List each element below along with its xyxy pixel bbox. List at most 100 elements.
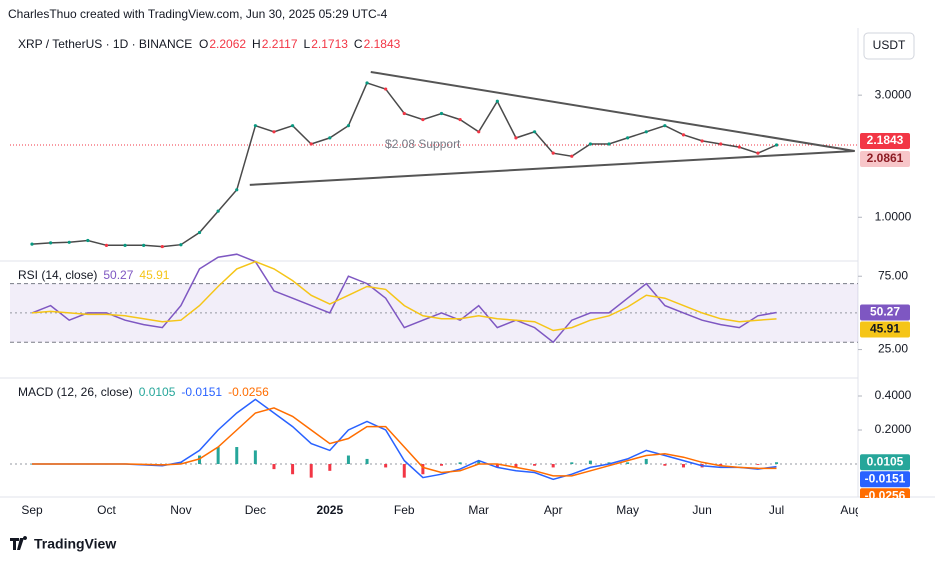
x-tick-label: May: [616, 503, 639, 517]
price-point: [309, 142, 313, 146]
price-point: [272, 130, 276, 134]
histogram-bar: [272, 464, 276, 470]
attribution: CharlesThuo created with TradingView.com…: [8, 7, 388, 21]
histogram-bar: [663, 464, 667, 466]
last-price-label-bg: [860, 132, 910, 149]
price-point: [235, 188, 239, 192]
price-point: [663, 124, 667, 128]
price-point: [49, 241, 53, 245]
price-point: [402, 111, 406, 116]
x-tick-label: Sep: [21, 503, 43, 517]
price-point: [160, 244, 164, 249]
indicator-title: RSI (14, close): [18, 268, 97, 282]
trendline: [249, 149, 855, 186]
histogram-bar: [533, 464, 537, 466]
price-point: [142, 243, 146, 247]
price-point: [700, 139, 704, 143]
y-tick-label: 3.0000: [875, 87, 912, 101]
price-point: [179, 243, 183, 247]
price-point: [681, 133, 686, 137]
ohlc-value: 2.2062: [209, 37, 246, 51]
histogram-bar: [458, 462, 462, 465]
ohlc-key: O: [199, 37, 208, 51]
x-tick-label: Aug: [840, 503, 861, 517]
histogram-bar: [235, 447, 239, 465]
histogram-bar: [551, 464, 555, 468]
price-point: [719, 142, 723, 146]
price-point: [253, 124, 257, 128]
histogram-bar: [477, 460, 481, 465]
last-value-label-bg: [860, 471, 910, 488]
price-point: [570, 154, 574, 158]
histogram-bar: [626, 462, 630, 465]
last-value-label: 50.27: [870, 305, 900, 319]
price-point: [30, 242, 34, 246]
footer-logo: TradingView: [10, 536, 116, 552]
price-point: [328, 136, 332, 140]
last-price-label: 2.1843: [867, 133, 904, 147]
price-point: [626, 136, 630, 140]
histogram-bar: [681, 464, 685, 468]
histogram-bar: [328, 464, 332, 471]
price-point: [477, 130, 481, 134]
histogram-bar: [644, 458, 648, 465]
y-tick-label: 0.2000: [875, 422, 912, 436]
price-point: [365, 81, 369, 85]
legend-value: 45.91: [139, 268, 169, 282]
price-point: [346, 124, 351, 128]
price-point: [551, 151, 555, 155]
last-value-label: 45.91: [870, 322, 900, 336]
histogram-bar: [179, 462, 183, 465]
currency-button[interactable]: [863, 32, 915, 60]
x-tick-label: Jun: [692, 503, 711, 517]
indicator-line: [31, 253, 777, 344]
price-point: [458, 117, 462, 122]
annotation: $2.08 Support: [385, 137, 461, 151]
histogram-bar: [607, 462, 611, 465]
y-tick-label: 25.00: [878, 342, 908, 356]
histogram-bar: [216, 447, 220, 465]
support-price-label-bg: [860, 150, 910, 167]
y-tick-label: 0.4000: [875, 388, 912, 402]
ohlc-key: H: [252, 37, 261, 51]
price-point: [86, 238, 90, 243]
last-value-label: 0.0105: [867, 454, 904, 468]
price-point: [495, 99, 499, 103]
last-value-label: -0.0151: [865, 471, 906, 485]
x-tick-label: Oct: [97, 503, 116, 517]
ohlc-key: L: [304, 37, 311, 51]
price-point: [588, 142, 593, 146]
symbol-title: XRP / TetherUS · 1D · BINANCE: [18, 37, 192, 51]
histogram-bar: [775, 462, 779, 465]
histogram-bar: [737, 464, 741, 465]
histogram-bar: [719, 464, 723, 466]
price-point: [737, 145, 741, 149]
histogram-bar: [384, 464, 388, 468]
x-tick-label: Nov: [170, 503, 191, 517]
logo-mark: [10, 536, 28, 550]
price-point: [216, 209, 220, 213]
histogram-bar: [440, 464, 443, 466]
histogram-bar: [588, 460, 592, 465]
last-value-label-bg: [860, 454, 910, 471]
last-value-label-bg: [860, 321, 910, 338]
support-price-label: 2.0861: [867, 151, 904, 165]
histogram-bar: [570, 462, 574, 465]
trendline: [370, 70, 855, 152]
histogram-bar: [756, 464, 760, 465]
legend-value: -0.0151: [181, 385, 222, 399]
currency-label[interactable]: USDT: [873, 38, 906, 52]
x-tick-label: 2025: [316, 503, 343, 517]
histogram-bar: [309, 464, 313, 478]
y-tick-label: 75.00: [878, 268, 908, 282]
legend-value: 50.27: [103, 268, 133, 282]
x-tick-label: Dec: [245, 503, 266, 517]
price-point: [514, 136, 518, 140]
indicator-line: [32, 407, 777, 477]
legend-value: -0.0256: [228, 385, 269, 399]
histogram-bar: [402, 464, 406, 478]
price-point: [644, 130, 648, 134]
histogram-bar: [291, 464, 295, 475]
price-point: [439, 111, 444, 116]
